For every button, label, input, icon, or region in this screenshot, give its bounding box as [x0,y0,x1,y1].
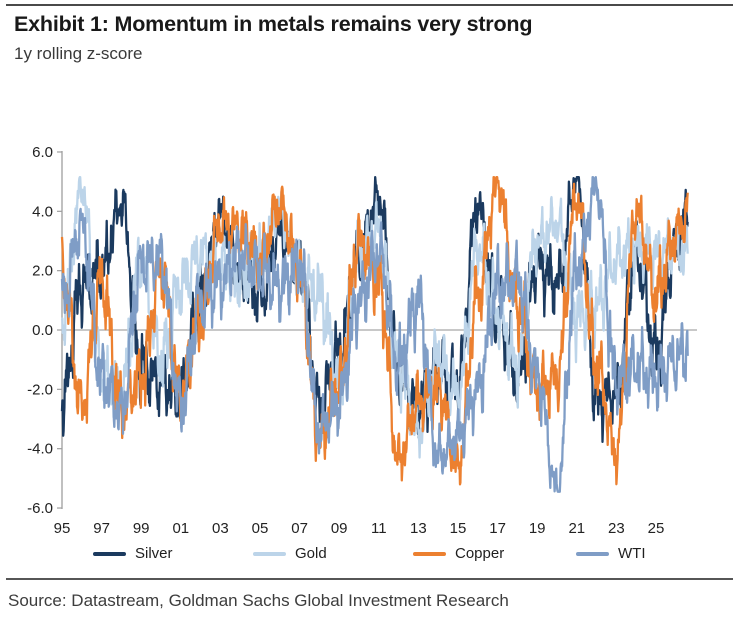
x-axis-label: 07 [291,520,308,537]
legend-label-wti: WTI [618,545,646,562]
legend-label-gold: Gold [295,545,327,562]
legend-item-gold: Gold [253,544,327,564]
silver-swatch-icon [93,552,126,556]
top-divider [6,4,733,6]
wti-swatch-icon [576,552,609,556]
x-axis-label: 23 [608,520,625,537]
chart-legend: Silver Gold Copper WTI [0,544,739,564]
y-axis-label: 2.0 [32,263,53,280]
x-axis-label: 17 [489,520,506,537]
x-axis-label: 25 [648,520,665,537]
series-path-gold [60,176,689,459]
x-axis-label: 09 [331,520,348,537]
x-axis-label: 11 [371,520,387,537]
source-text: Source: Datastream, Goldman Sachs Global… [8,591,509,610]
x-axis-label: 19 [529,520,546,537]
x-axis-label: 21 [568,520,585,537]
x-axis-label: 01 [172,520,189,537]
y-axis-label: 4.0 [32,203,53,220]
y-axis-label: 0.0 [32,322,53,339]
copper-swatch-icon [413,552,446,556]
y-axis-label: -2.0 [27,381,53,398]
x-axis-label: 95 [54,520,71,537]
y-axis-label: -6.0 [27,500,53,517]
legend-item-silver: Silver [93,544,173,564]
x-axis-label: 97 [93,520,110,537]
series-path-wti [60,176,689,493]
x-axis-label: 15 [450,520,467,537]
y-axis-label: 6.0 [32,144,53,161]
exhibit-subtitle: 1y rolling z-score [14,44,143,63]
x-axis-label: 05 [252,520,269,537]
legend-label-copper: Copper [455,545,505,562]
source-divider [6,578,733,580]
x-axis-label: 03 [212,520,229,537]
momentum-line-chart: 6.0 4.0 2.0 0.0 -2.0 -4.0 -6.095 97 99 01 03 05 07 09… [27,144,697,537]
exhibit-title: Exhibit 1: Momentum in metals remains ve… [14,12,533,36]
legend-item-copper: Copper [413,544,504,564]
x-axis-label: 13 [410,520,427,537]
gold-swatch-icon [253,552,286,556]
y-axis-label: -4.0 [27,441,53,458]
legend-item-wti: WTI [576,544,646,564]
x-axis-label: 99 [133,520,150,537]
legend-label-silver: Silver [135,545,173,562]
